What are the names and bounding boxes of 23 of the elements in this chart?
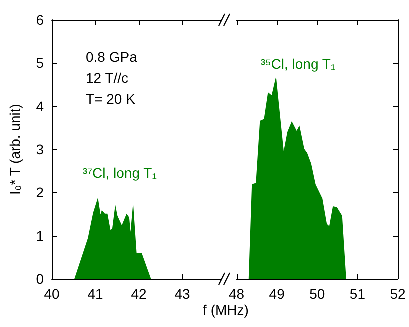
x-axis-title: f (MHz) — [202, 302, 250, 318]
y-tick-label: 4 — [36, 98, 44, 114]
y-tick-label: 0 — [36, 271, 44, 287]
annotation: 0.8 GPa — [86, 49, 138, 65]
annotation: ³⁵Cl, long T₁ — [260, 56, 336, 72]
x-tick-label: 48 — [228, 286, 245, 302]
annotation: ³⁷Cl, long T₁ — [82, 164, 158, 181]
x-tick-label: 49 — [269, 286, 286, 302]
x-tick-label: 42 — [131, 286, 147, 302]
y-tick-label: 2 — [36, 184, 44, 201]
y-tick-label: 1 — [36, 228, 44, 244]
y-tick-label: 5 — [36, 55, 44, 72]
x-tick-label: 43 — [174, 286, 190, 302]
annotation: T= 20 K — [86, 91, 136, 107]
x-tick-label: 41 — [88, 286, 104, 302]
x-tick-label: 52 — [390, 286, 406, 302]
y-tick-label: 3 — [36, 142, 44, 158]
y-tick-label: 6 — [36, 12, 44, 28]
annotation: 12 T//c — [86, 70, 129, 86]
x-tick-label: 40 — [44, 286, 60, 302]
y-axis-title: I₀* T (arb. unit) — [7, 104, 23, 195]
x-tick-label: 50 — [310, 286, 326, 302]
x-tick-label: 51 — [350, 286, 366, 302]
